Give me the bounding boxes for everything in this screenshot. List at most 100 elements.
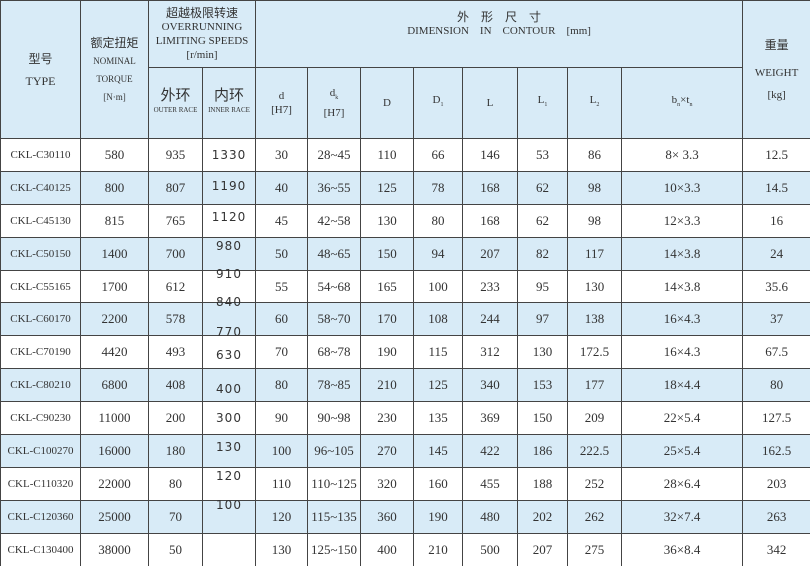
header-L: L <box>462 67 518 139</box>
table-cell: 82 <box>517 236 568 271</box>
table-cell: 1330 <box>202 138 256 172</box>
table-cell: 630 <box>202 335 256 370</box>
table-row: CKL-C40125 800 807 1190 40 36~55 125 78 168 62 98 1… <box>0 170 810 205</box>
table-cell <box>202 532 256 566</box>
table-cell: 162.5 <box>742 434 810 468</box>
table-cell: CKL-C50150 <box>0 236 81 271</box>
table-cell: 25000 <box>80 499 149 534</box>
table-cell: 130 <box>360 203 414 238</box>
table-cell: 25×5.4 <box>620 434 744 468</box>
inner-race-speed: 400 <box>216 382 242 397</box>
table-cell: 42~58 <box>307 203 361 238</box>
table-cell: 36×8.4 <box>620 532 744 566</box>
table-cell: CKL-C100270 <box>0 434 81 468</box>
table-row: CKL-C90230 11000 200 300 90 90~98 230 135 369 150… <box>0 401 810 436</box>
table-cell: CKL-C120360 <box>0 499 81 534</box>
table-cell: 340 <box>462 368 518 403</box>
table-cell: 130 <box>255 532 308 566</box>
table-cell: 62 <box>517 170 568 205</box>
table-cell: 360 <box>360 499 414 534</box>
table-cell: 312 <box>462 335 518 370</box>
table-cell: 135 <box>413 401 463 436</box>
inner-race-speed: 1190 <box>211 178 247 193</box>
table-cell: 95 <box>517 269 568 304</box>
table-cell: 170 <box>360 302 414 337</box>
header-type: 型号 TYPE <box>0 0 81 139</box>
table-cell: 36~55 <box>307 170 361 205</box>
header-d: d [H7] <box>255 67 308 139</box>
table-cell: 96~105 <box>307 434 361 468</box>
header-inner-race: 内环 INNER RACE <box>202 67 256 139</box>
table-cell: 800 <box>80 170 149 205</box>
table-cell: 980 <box>202 236 256 271</box>
table-row: CKL-C45130 815 765 1120 45 42~58 130 80 168 62 98 1… <box>0 203 810 238</box>
table-cell: 210 <box>360 368 414 403</box>
table-cell: 252 <box>567 466 622 501</box>
table-cell: 130 <box>202 434 256 468</box>
table-cell: 1120 <box>202 203 256 238</box>
table-cell: 160 <box>413 466 463 501</box>
table-cell: 14×3.8 <box>620 236 744 271</box>
table-cell: 100 <box>255 434 308 468</box>
table-cell: 98 <box>567 170 622 205</box>
table-cell: 275 <box>567 532 622 566</box>
table-row: CKL-C50150 1400 700 980 50 48~65 150 94 207 82 117… <box>0 236 810 271</box>
table-cell: 145 <box>413 434 463 468</box>
table-cell: 138 <box>567 302 622 337</box>
table-cell: 222.5 <box>567 434 622 468</box>
table-cell: 28~45 <box>307 138 361 172</box>
table-cell: 35.6 <box>742 269 810 304</box>
table-cell: 807 <box>148 170 203 205</box>
inner-race-speed: 100 <box>216 497 242 512</box>
table-cell: 840 770 <box>202 295 256 339</box>
table-cell: 127.5 <box>742 401 810 436</box>
table-cell: 200 <box>148 401 203 436</box>
table-cell: 54~68 <box>307 269 361 304</box>
table-cell: 14.5 <box>742 170 810 205</box>
table-cell: 125 <box>413 368 463 403</box>
table-cell: 408 <box>148 368 203 403</box>
table-cell: 262 <box>567 499 622 534</box>
table-cell: 400 <box>360 532 414 566</box>
table-cell: 153 <box>517 368 568 403</box>
table-cell: 910 <box>202 267 256 304</box>
table-cell: 14×3.8 <box>620 269 744 304</box>
table-cell: CKL-C80210 <box>0 368 81 403</box>
table-cell: CKL-C70190 <box>0 335 81 370</box>
table-cell: 115 <box>413 335 463 370</box>
table-cell: 125~150 <box>307 532 361 566</box>
header-D: D <box>360 67 414 139</box>
table-cell: 422 <box>462 434 518 468</box>
table-cell: 210 <box>413 532 463 566</box>
table-cell: 55 <box>255 269 308 304</box>
table-cell: 110 <box>360 138 414 172</box>
table-cell: 32×7.4 <box>620 499 744 534</box>
table-cell: 12×3.3 <box>620 203 744 238</box>
table-cell: 110~125 <box>307 466 361 501</box>
table-cell: 67.5 <box>742 335 810 370</box>
table-cell: 150 <box>517 401 568 436</box>
table-cell: 172.5 <box>567 335 622 370</box>
table-row: CKL-C130400 38000 50 130 125~150 400 210 500 207… <box>0 532 810 566</box>
table-cell: 186 <box>517 434 568 468</box>
table-cell: 90~98 <box>307 401 361 436</box>
table-cell: 125 <box>360 170 414 205</box>
table-cell: 16 <box>742 203 810 238</box>
table-cell: 98 <box>567 203 622 238</box>
header-L1: L1 <box>517 67 568 139</box>
table-cell: 1400 <box>80 236 149 271</box>
table-cell: 70 <box>148 499 203 534</box>
table-cell: 62 <box>517 203 568 238</box>
inner-race-speed: 630 <box>216 348 242 363</box>
inner-race-speed: 1330 <box>211 147 247 162</box>
table-cell: 60 <box>255 302 308 337</box>
table-cell: 700 <box>148 236 203 271</box>
table-row: CKL-C120360 25000 70 100 120 115~135 360 190 480… <box>0 497 810 534</box>
table-cell: 190 <box>413 499 463 534</box>
table-cell: 97 <box>517 302 568 337</box>
table-cell: 202 <box>517 499 568 534</box>
table-cell: 80 <box>148 466 203 501</box>
table-cell: 230 <box>360 401 414 436</box>
